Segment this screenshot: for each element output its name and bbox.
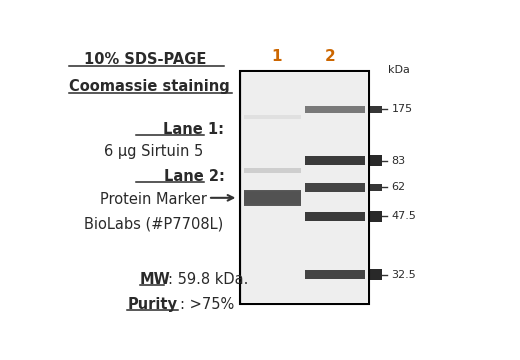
Bar [244, 191, 301, 205]
Text: : >75%: : >75% [180, 297, 234, 312]
Bar [370, 211, 382, 222]
Text: 10% SDS-PAGE: 10% SDS-PAGE [84, 51, 207, 67]
Bar [244, 190, 301, 206]
Text: 62: 62 [392, 183, 406, 192]
Bar [244, 192, 301, 204]
Bar [305, 212, 366, 221]
Text: MW: MW [139, 272, 171, 287]
Bar [244, 115, 301, 120]
Bar [370, 106, 382, 113]
Text: Lane 1:: Lane 1: [163, 122, 225, 137]
Bar [244, 190, 301, 206]
Text: 47.5: 47.5 [392, 211, 417, 221]
Text: kDa: kDa [388, 66, 410, 75]
Text: Lane 2:: Lane 2: [163, 169, 225, 184]
Bar [305, 156, 366, 166]
Text: 83: 83 [392, 156, 406, 166]
Bar [370, 184, 382, 191]
Bar [305, 183, 366, 192]
Bar [370, 269, 382, 280]
Text: Protein Marker: Protein Marker [100, 192, 207, 207]
Text: Purity: Purity [127, 297, 177, 312]
Bar [305, 270, 366, 279]
Bar [244, 192, 301, 203]
Text: Coomassie staining: Coomassie staining [69, 79, 230, 94]
Bar [244, 168, 301, 173]
Text: 2: 2 [325, 49, 336, 64]
Bar [370, 155, 382, 166]
Text: 1: 1 [271, 49, 282, 64]
Text: 6 μg Sirtuin 5: 6 μg Sirtuin 5 [104, 144, 203, 159]
Bar [305, 106, 366, 113]
Text: 175: 175 [392, 104, 412, 114]
Text: : 59.8 kDa.: : 59.8 kDa. [168, 272, 248, 287]
Text: 32.5: 32.5 [392, 270, 416, 280]
Text: BioLabs (#P7708L): BioLabs (#P7708L) [84, 216, 223, 231]
